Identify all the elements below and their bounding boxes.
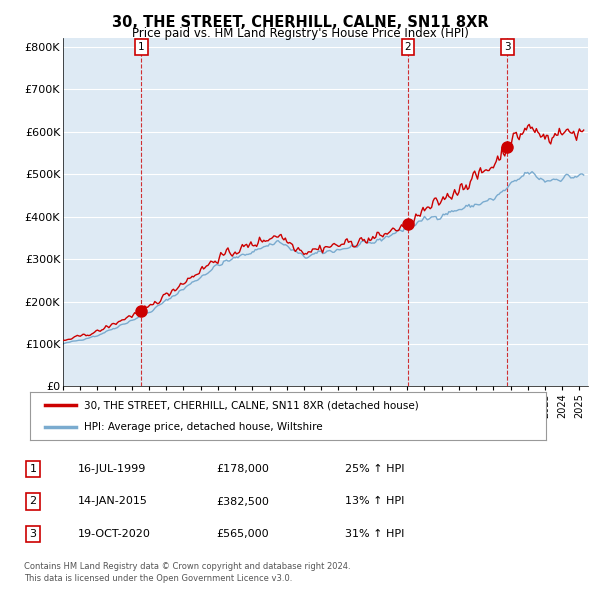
Text: 2: 2 — [404, 42, 411, 52]
Text: 3: 3 — [504, 42, 511, 52]
Text: Contains HM Land Registry data © Crown copyright and database right 2024.: Contains HM Land Registry data © Crown c… — [24, 562, 350, 571]
Text: 25% ↑ HPI: 25% ↑ HPI — [345, 464, 404, 474]
Text: 31% ↑ HPI: 31% ↑ HPI — [345, 529, 404, 539]
Text: 3: 3 — [29, 529, 37, 539]
Text: 30, THE STREET, CHERHILL, CALNE, SN11 8XR (detached house): 30, THE STREET, CHERHILL, CALNE, SN11 8X… — [84, 400, 419, 410]
Text: 1: 1 — [29, 464, 37, 474]
Text: Price paid vs. HM Land Registry's House Price Index (HPI): Price paid vs. HM Land Registry's House … — [131, 27, 469, 40]
Text: 14-JAN-2015: 14-JAN-2015 — [78, 497, 148, 506]
Text: £565,000: £565,000 — [216, 529, 269, 539]
Text: 2: 2 — [29, 497, 37, 506]
Text: 16-JUL-1999: 16-JUL-1999 — [78, 464, 146, 474]
Text: 13% ↑ HPI: 13% ↑ HPI — [345, 497, 404, 506]
Text: This data is licensed under the Open Government Licence v3.0.: This data is licensed under the Open Gov… — [24, 574, 292, 583]
Text: 1: 1 — [138, 42, 145, 52]
Text: 19-OCT-2020: 19-OCT-2020 — [78, 529, 151, 539]
Text: £178,000: £178,000 — [216, 464, 269, 474]
Text: HPI: Average price, detached house, Wiltshire: HPI: Average price, detached house, Wilt… — [84, 422, 323, 432]
Text: 30, THE STREET, CHERHILL, CALNE, SN11 8XR: 30, THE STREET, CHERHILL, CALNE, SN11 8X… — [112, 15, 488, 30]
Text: £382,500: £382,500 — [216, 497, 269, 506]
